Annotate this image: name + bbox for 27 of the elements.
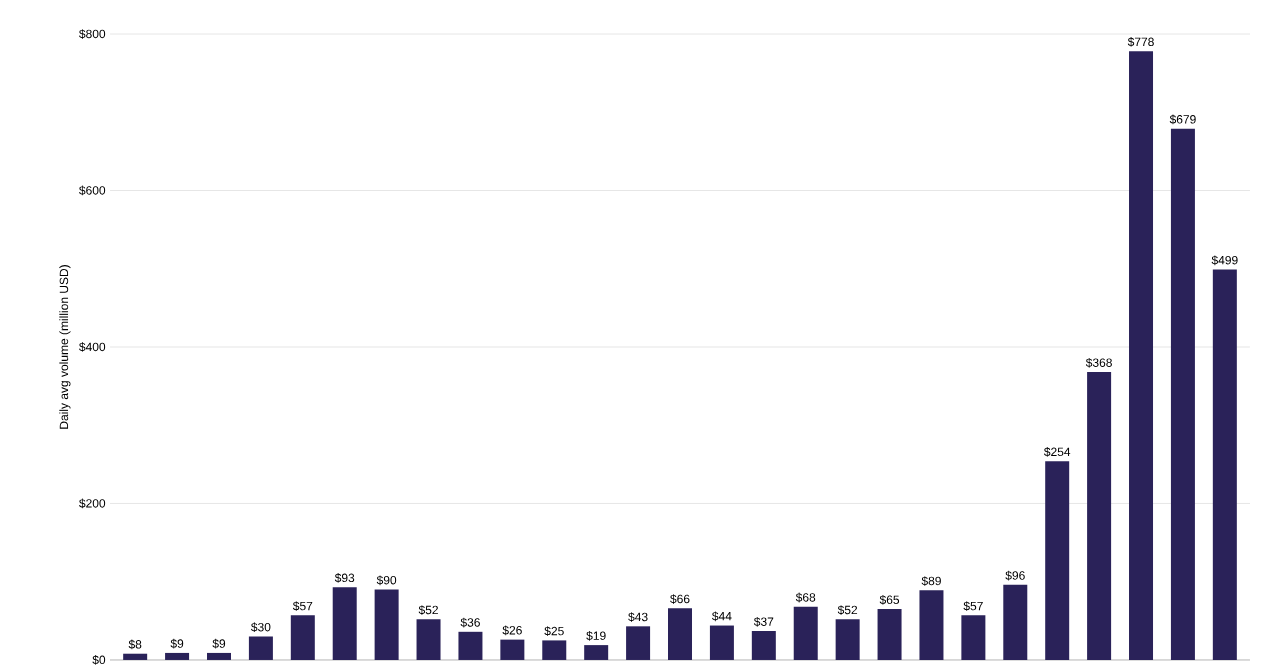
bar — [584, 645, 609, 660]
bar — [793, 606, 818, 660]
bar — [835, 619, 860, 660]
bar — [332, 587, 357, 660]
bar — [1003, 584, 1028, 660]
bar — [1170, 128, 1195, 660]
bar — [626, 626, 651, 660]
bar — [374, 589, 399, 660]
bar — [1129, 51, 1154, 660]
bar — [961, 615, 986, 660]
bar — [919, 590, 944, 660]
bar — [877, 609, 902, 660]
bar — [165, 652, 190, 660]
bar — [668, 608, 692, 660]
bar — [206, 652, 231, 660]
bar — [542, 640, 567, 660]
bar — [123, 653, 148, 660]
bar — [290, 615, 315, 660]
bar — [709, 625, 734, 660]
bar — [1212, 269, 1237, 660]
bar — [500, 639, 525, 660]
bar — [1045, 461, 1070, 660]
bar — [458, 631, 483, 660]
bar — [1087, 372, 1112, 660]
bar — [751, 631, 776, 660]
bar — [248, 636, 273, 660]
bar — [416, 619, 441, 660]
